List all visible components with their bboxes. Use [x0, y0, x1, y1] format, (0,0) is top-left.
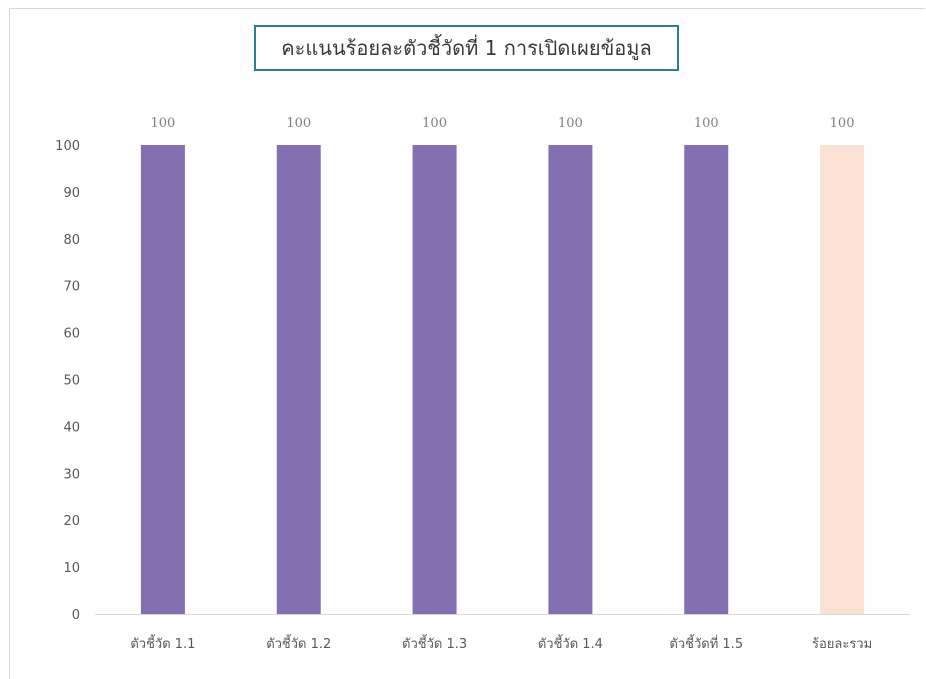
x-tick-label: ตัวชี้วัด 1.1 — [130, 634, 195, 652]
data-label: 100 — [830, 116, 855, 131]
y-tick-label: 70 — [63, 280, 80, 295]
y-tick-label: 30 — [63, 467, 80, 482]
x-tick-label: ตัวชี้วัด 1.3 — [402, 634, 467, 652]
y-tick-label: 90 — [63, 186, 80, 201]
y-tick-label: 0 — [72, 608, 80, 623]
data-label: 100 — [422, 116, 447, 131]
y-axis: 0 10 20 30 40 50 60 70 80 90 100 — [55, 139, 80, 623]
y-tick-label: 10 — [63, 561, 80, 576]
bar — [276, 145, 321, 614]
bar — [140, 145, 185, 614]
x-tick-label: ตัวชี้วัด 1.4 — [538, 634, 603, 652]
y-tick-label: 40 — [63, 420, 80, 435]
bar — [548, 145, 593, 614]
bars — [140, 145, 865, 614]
data-label: 100 — [151, 116, 176, 131]
y-tick-label: 100 — [55, 139, 80, 154]
x-tick-label: ตัวชี้วัดที่ 1.5 — [669, 634, 743, 652]
bar — [412, 145, 457, 614]
data-label: 100 — [694, 116, 719, 131]
x-axis-labels: ตัวชี้วัด 1.1 ตัวชี้วัด 1.2 ตัวชี้วัด 1.3 ต… — [130, 634, 872, 652]
data-label: 100 — [286, 116, 311, 131]
chart-title: คะแนนร้อยละตัวชี้วัดที่ 1 การเปิดเผยข้อม… — [254, 25, 679, 71]
y-tick-label: 80 — [63, 233, 80, 248]
x-tick-label: ตัวชี้วัด 1.2 — [266, 634, 331, 652]
y-tick-label: 20 — [63, 514, 80, 529]
y-tick-label: 60 — [63, 327, 80, 342]
x-tick-label: ร้อยละรวม — [812, 637, 872, 652]
data-labels: 100 100 100 100 100 100 — [151, 116, 855, 131]
data-label: 100 — [558, 116, 583, 131]
bar — [684, 145, 729, 614]
y-tick-label: 50 — [63, 374, 80, 389]
bar — [820, 145, 865, 614]
